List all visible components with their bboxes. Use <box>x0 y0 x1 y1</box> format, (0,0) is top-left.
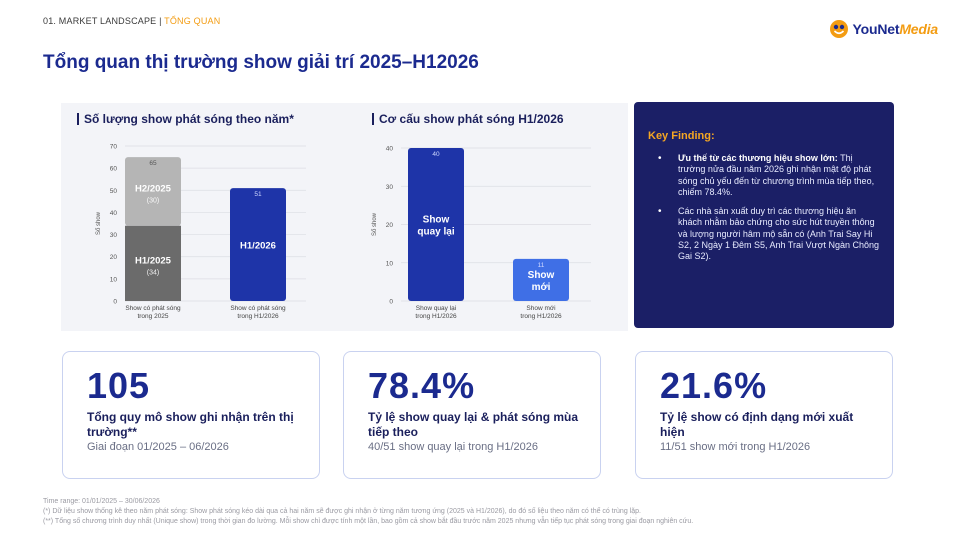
younet-logo-icon <box>829 20 848 38</box>
x-tick-label: Show quay lại <box>416 305 456 312</box>
bar-inner-label: mới <box>532 282 551 293</box>
kpi-value: 105 <box>87 365 151 406</box>
footnote-2: (**) Tổng số chương trình duy nhất (Uniq… <box>43 518 694 525</box>
x-tick-label: trong 2025 <box>137 313 168 320</box>
y-tick-label: 30 <box>110 232 118 239</box>
bar <box>408 148 464 301</box>
bar-inner-label: Show <box>423 215 450 226</box>
y-tick-label: 20 <box>110 254 118 261</box>
footnotes: Time range: 01/01/2025 – 30/06/2026 (*) … <box>43 497 693 527</box>
brand-name: YouNetMedia <box>852 21 939 37</box>
breadcrumb-section: 01. MARKET LANDSCAPE | <box>43 16 165 26</box>
key-finding-item: Các nhà sản xuất duy trì các thương hiệu… <box>648 206 880 262</box>
bar <box>513 258 569 301</box>
key-finding-panel: Key Finding: Ưu thế từ các thương hiệu s… <box>634 102 894 328</box>
brand-logo: YouNetMedia <box>829 19 938 39</box>
x-tick-label: trong H1/2026 <box>520 313 562 320</box>
y-axis-label: Số show <box>96 211 102 235</box>
y-tick-label: 10 <box>110 276 118 283</box>
key-finding-list: Ưu thế từ các thương hiệu show lớn: Thị … <box>648 153 880 263</box>
bar-segment <box>125 225 181 301</box>
segment-label: H1/2025 <box>135 255 172 266</box>
y-tick-label: 10 <box>386 260 394 267</box>
kpi-card-returning-rate: 78.4% Tỷ lệ show quay lại & phát sóng mù… <box>343 351 601 479</box>
kpi-label: Tổng quy mô show ghi nhận trên thị trườn… <box>87 410 294 439</box>
segment-label: H1/2026 <box>240 241 276 252</box>
chart-2-title: Cơ cấu show phát sóng H1/2026 <box>372 112 564 126</box>
bar-segment <box>125 157 181 226</box>
kpi-subtext: Giai đoạn 01/2025 – 06/2026 <box>87 441 229 453</box>
kpi-label: Tỷ lệ show quay lại & phát sóng mùa tiếp… <box>368 410 579 439</box>
x-tick-label: Show có phát sóng <box>230 305 286 312</box>
y-tick-label: 20 <box>386 222 394 229</box>
page-title: Tổng quan thị trường show giải trí 2025–… <box>43 52 479 73</box>
breadcrumb: 01. MARKET LANDSCAPE | TỔNG QUAN <box>43 16 220 26</box>
kpi-value: 21.6% <box>660 365 768 406</box>
y-tick-label: 70 <box>110 144 118 151</box>
x-tick-label: Show mới <box>526 305 555 312</box>
kpi-subtext: 11/51 show mới trong H1/2026 <box>660 441 811 453</box>
key-finding-item: Ưu thế từ các thương hiệu show lớn: Thị … <box>648 153 880 198</box>
key-finding-title: Key Finding: <box>648 130 715 142</box>
bar-inner-label: quay lại <box>417 227 454 238</box>
kpi-label: Tỷ lệ show có định dạng mới xuất hiện <box>660 410 854 439</box>
footnote-time-range: Time range: 01/01/2025 – 30/06/2026 <box>43 498 160 505</box>
breadcrumb-current: TỔNG QUAN <box>164 16 221 26</box>
bar-total-label: 65 <box>149 160 157 167</box>
y-tick-label: 30 <box>386 184 394 191</box>
segment-label: H2/2025 <box>135 183 172 194</box>
bar-inner-label: Show <box>528 270 555 281</box>
y-tick-label: 50 <box>110 188 118 195</box>
x-tick-label: Show có phát sóng <box>125 305 181 312</box>
y-tick-label: 0 <box>113 299 117 306</box>
kpi-value: 78.4% <box>368 365 476 406</box>
bar-segment <box>230 188 286 301</box>
kpi-subtext: 40/51 show quay lại trong H1/2026 <box>368 441 539 453</box>
segment-value-label: (34) <box>147 269 159 276</box>
chart-panel: Số lượng show phát sóng theo năm* Cơ cấu… <box>61 103 628 331</box>
bar-value-label: 11 <box>538 262 545 269</box>
y-tick-label: 40 <box>386 146 394 153</box>
y-axis-label: Số show <box>372 212 378 236</box>
y-tick-label: 60 <box>110 166 118 173</box>
bar-total-label: 51 <box>254 191 262 198</box>
x-tick-label: trong H1/2026 <box>237 313 279 320</box>
bar-value-label: 40 <box>432 151 440 158</box>
footnote-1: (*) Dữ liệu show thống kê theo năm phát … <box>43 508 641 515</box>
kpi-card-new-rate: 21.6% Tỷ lệ show có định dạng mới xuất h… <box>635 351 893 479</box>
kpi-card-total-shows: 105 Tổng quy mô show ghi nhận trên thị t… <box>62 351 320 479</box>
charts-canvas: 0 10 20 30 40 50 60 70 Số show H1/2025 (34) H2/2025… <box>96 144 591 320</box>
chart-1-title: Số lượng show phát sóng theo năm* <box>77 112 294 126</box>
y-tick-label: 0 <box>389 299 393 306</box>
segment-value-label: (30) <box>147 197 159 204</box>
x-tick-label: trong H1/2026 <box>415 313 457 320</box>
y-tick-label: 40 <box>110 210 118 217</box>
